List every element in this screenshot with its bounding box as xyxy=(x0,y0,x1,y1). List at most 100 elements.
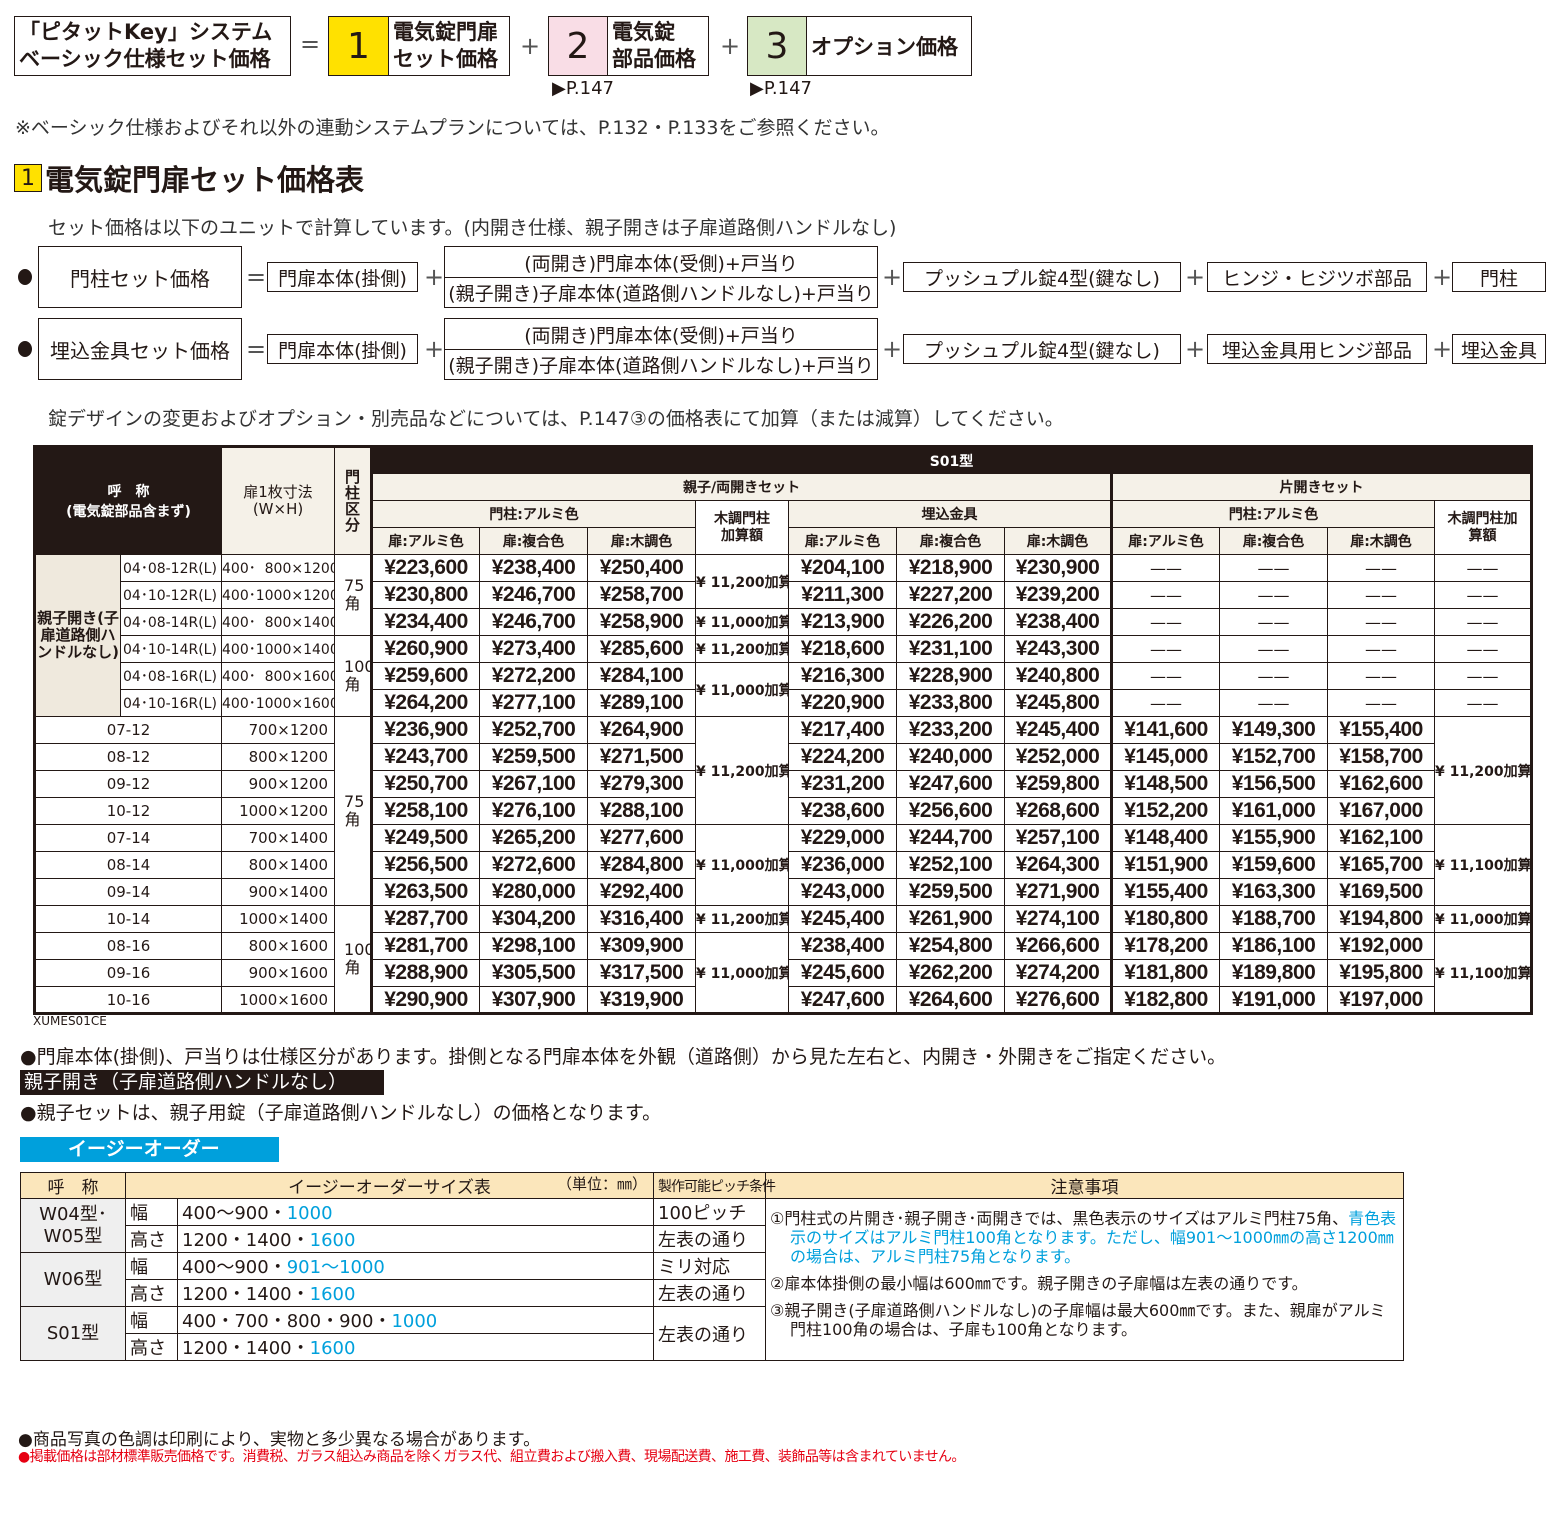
ez-model-name: S01型 xyxy=(20,1306,126,1361)
table-row: 04･10-12R(L) 400･1000×1200 ¥230,800 ¥246,70… xyxy=(35,581,1533,609)
door-color-header: 扉:木調色 xyxy=(1004,527,1113,555)
dash-cell: —— xyxy=(1434,662,1533,690)
ez-name-header: 呼 称 xyxy=(20,1172,126,1199)
oyako-banner: 親子開き（子扉道路側ハンドルなし） xyxy=(20,1070,384,1095)
price-cell: ¥258,700 xyxy=(587,581,697,609)
ez-unit: （単位：㎜） xyxy=(556,1175,647,1193)
item-2-box: 2 電気錠 部品価格 xyxy=(548,16,709,76)
ez-notes-header: 注意事項 xyxy=(765,1172,1404,1199)
dash-cell: —— xyxy=(1219,581,1329,609)
price-cell: ¥258,100 xyxy=(370,797,481,825)
model-code: 04･10-12R(L) xyxy=(119,581,223,609)
model-code: 08-12 xyxy=(33,743,223,771)
price-cell: ¥148,400 xyxy=(1110,824,1221,852)
price-cell: ¥274,200 xyxy=(1004,959,1113,987)
footer-note-2: ●掲載価格は部材標準販売価格です。消費税、ガラス組込み商品を除くガラス代、組立費… xyxy=(18,1449,965,1465)
ez-row: S01型幅 400・700・800・900・1000 左表の通り xyxy=(20,1306,1404,1361)
price-cell: ¥155,400 xyxy=(1327,716,1436,744)
door-body-box: 門扉本体(掛側) xyxy=(267,334,418,364)
ez-note: ③親子開き(子扉道路側ハンドルなし)の子扉幅は最大600㎜です。また、親扉がアル… xyxy=(770,1301,1399,1339)
equals-sign: = xyxy=(246,335,267,363)
price-cell: ¥243,700 xyxy=(370,743,481,771)
wood-add-cell: ¥ 11,200加算 xyxy=(695,716,790,825)
pillar-box: 門柱 xyxy=(1452,262,1546,292)
plus-sign: + xyxy=(1185,263,1206,291)
price-cell: ¥227,200 xyxy=(896,581,1006,609)
price-cell: ¥161,000 xyxy=(1219,797,1329,825)
model-code: 04･10-14R(L) xyxy=(119,635,223,663)
table-row: 10-12 1000×1200 ¥258,100 ¥276,100 ¥288,100 ¥2… xyxy=(33,797,1532,825)
price-cell: ¥211,300 xyxy=(788,581,898,609)
dash-cell: —— xyxy=(1434,608,1533,636)
price-cell: ¥180,800 xyxy=(1110,905,1221,933)
model-code: 07-12 xyxy=(33,716,223,744)
price-cell: ¥263,500 xyxy=(370,878,481,906)
ez-pitch: 左表の通り xyxy=(653,1306,766,1361)
dash-cell: —— xyxy=(1434,635,1533,663)
price-cell: ¥268,600 xyxy=(1004,797,1113,825)
top-note: ※ベーシック仕様およびそれ以外の連動システムプランについては、P.132・P.1… xyxy=(15,117,890,139)
item-1-box: 1 電気錠門扉 セット価格 xyxy=(328,16,510,76)
pillar-size: 100角 xyxy=(334,905,373,1014)
lock-box: プッシュプル錠4型(鍵なし) xyxy=(903,334,1181,364)
table-row: 09-16 900×1600 ¥288,900 ¥305,500 ¥317,500 ¥24… xyxy=(33,959,1532,987)
door-size: 400･ 800×1400 xyxy=(221,608,336,636)
ez-note-text: ③親子開き(子扉道路側ハンドルなし)の子扉幅は最大600㎜です。また、親扉がアル… xyxy=(770,1301,1386,1339)
ez-row: W04型･ W05型幅 400～900・1000 100ピッチ ①門柱式の片開き･親子… xyxy=(20,1198,1404,1361)
door-size: 400･1000×1600 xyxy=(221,689,336,717)
ez-size-standard: 1200・1400・ xyxy=(182,1338,310,1359)
wood-add-header: 木調門柱加算額 xyxy=(695,500,790,555)
plus-sign: + xyxy=(424,263,445,291)
door-body-box: 門扉本体(掛側) xyxy=(267,262,418,292)
easy-order-label: イージーオーダー xyxy=(20,1137,279,1162)
price-cell: ¥231,100 xyxy=(896,635,1006,663)
model-code: 08-14 xyxy=(33,851,223,879)
price-cell: ¥250,700 xyxy=(370,770,481,798)
price-cell: ¥317,500 xyxy=(587,959,697,987)
ez-row: 高さ 1200・1400・1600 xyxy=(21,1333,1404,1361)
item-3-ref-link[interactable]: ▶P.147 xyxy=(750,78,812,99)
price-cell: ¥279,300 xyxy=(587,770,697,798)
basic-price-box: 「ピタットKey」システム ベーシック仕様セット価格 xyxy=(14,16,291,76)
door-size: 900×1400 xyxy=(221,878,336,906)
price-cell: ¥272,600 xyxy=(479,851,589,879)
price-cell: ¥230,900 xyxy=(1004,554,1113,582)
price-cell: ¥162,600 xyxy=(1327,770,1436,798)
section-number: 1 xyxy=(14,164,42,192)
ez-dim-label: 高さ xyxy=(125,1225,178,1253)
price-cell: ¥238,400 xyxy=(1004,608,1113,636)
ez-model-name: W06型 xyxy=(20,1252,126,1307)
price-cell: ¥234,400 xyxy=(370,608,481,636)
price-cell: ¥284,100 xyxy=(587,662,697,690)
table-row: 04･10-14R(L) 400･1000×1400 100角 ¥260,900 ¥27… xyxy=(35,635,1533,717)
price-cell: ¥167,000 xyxy=(1327,797,1436,825)
price-cell: ¥159,600 xyxy=(1219,851,1329,879)
door-color-header: 扉:木調色 xyxy=(587,527,697,555)
ez-size-100-pillar: 901～1000 xyxy=(286,1257,385,1278)
door-size: 700×1400 xyxy=(221,824,336,852)
ez-notes: ①門柱式の片開き･親子開き･両開きでは、黒色表示のサイズはアルミ門柱75角、青色… xyxy=(765,1198,1404,1361)
price-cell: ¥194,800 xyxy=(1327,905,1436,933)
ez-model-name: W04型･ W05型 xyxy=(20,1198,126,1253)
item-2-ref-link[interactable]: ▶P.147 xyxy=(552,78,614,99)
price-cell: ¥229,000 xyxy=(788,824,898,852)
double-set-header: 親子/両開きセット xyxy=(370,473,1113,501)
ez-note-text: ①門柱式の片開き･親子開き･両開きでは、黒色表示のサイズはアルミ門柱75角、 xyxy=(770,1209,1349,1228)
group-label: 親子開き(子扉道路側ハンドルなし) xyxy=(34,554,121,717)
price-cell: ¥271,900 xyxy=(1004,878,1113,906)
item-3-box: 3 オプション価格 xyxy=(747,16,972,76)
pillar-header: 門柱区分 xyxy=(334,446,373,555)
price-cell: ¥289,100 xyxy=(587,689,697,717)
wood-add-cell: ¥ 11,000加算 xyxy=(695,932,790,1014)
hinge-box: 埋込金具用ヒンジ部品 xyxy=(1207,334,1427,364)
ez-dim-label: 高さ xyxy=(125,1333,178,1361)
embed-box: 埋込金具 xyxy=(1452,334,1546,364)
name-header: 呼 称 (電気錠部品含まず) xyxy=(33,446,223,555)
ez-size-standard: 1200・1400・ xyxy=(182,1230,310,1251)
note-mid-1: ●門扉本体(掛側)、戸当りは仕様区分があります。掛側となる門扉本体を外観（道路側… xyxy=(20,1046,1227,1068)
footer-note-1: ●商品写真の色調は印刷により、実物と多少異なる場合があります。 xyxy=(18,1430,541,1450)
table-row: 09-12 900×1200 ¥250,700 ¥267,100 ¥279,300 ¥23… xyxy=(33,770,1532,798)
price-cell: ¥274,100 xyxy=(1004,905,1113,933)
table-row: 04･10-16R(L) 400･1000×1600 ¥264,200 ¥277,10… xyxy=(35,689,1533,717)
price-cell: ¥156,500 xyxy=(1219,770,1329,798)
